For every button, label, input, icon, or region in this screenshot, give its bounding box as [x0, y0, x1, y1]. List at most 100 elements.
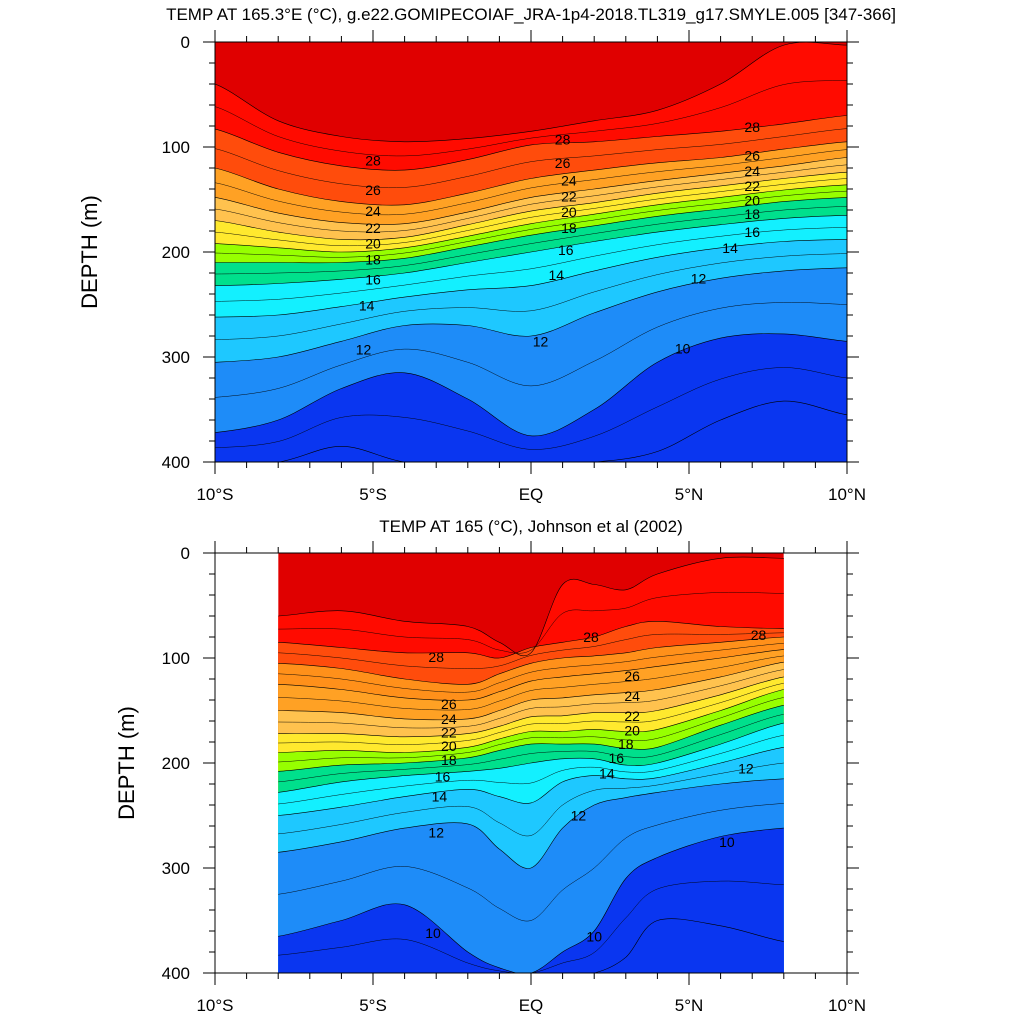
contour-label-26: 26	[441, 696, 457, 712]
contour-fill-area	[215, 42, 847, 462]
isotherm-10	[215, 333, 847, 437]
isotherm-mid-22	[215, 178, 847, 247]
y-tick-label: 200	[162, 754, 190, 773]
contour-label-14: 14	[599, 766, 615, 782]
panel-top-model-section: 2826242220181614122826242220181614122826…	[77, 5, 896, 504]
x-tick-label: 5°N	[675, 996, 704, 1015]
isotherm-mid-20	[278, 697, 784, 763]
chart-title: TEMP AT 165 (°C), Johnson et al (2002)	[379, 517, 683, 536]
y-tick-label: 100	[162, 649, 190, 668]
isotherm-16	[215, 214, 847, 286]
isotherm-mid-29	[278, 592, 784, 654]
x-tick-label: 5°S	[359, 996, 387, 1015]
isotherm-20	[215, 184, 847, 253]
y-tick-label: 0	[181, 33, 190, 52]
contour-label-22: 22	[561, 188, 577, 204]
contour-label-12: 12	[428, 824, 444, 840]
isotherm-mid-18	[215, 206, 847, 275]
contour-label-24: 24	[624, 688, 640, 704]
contour-label-20: 20	[365, 236, 381, 252]
isotherm-18	[278, 704, 784, 772]
contour-label-18: 18	[561, 220, 577, 236]
y-tick-label: 400	[162, 964, 190, 983]
isotherm-mid-22	[278, 682, 784, 745]
contour-label-22: 22	[744, 178, 760, 194]
contour-label-28: 28	[365, 153, 381, 169]
contour-label-12: 12	[356, 342, 372, 358]
contour-label-16: 16	[558, 242, 574, 258]
contour-label-14: 14	[432, 789, 448, 805]
isotherm-mid-18	[278, 713, 784, 783]
chart-title: TEMP AT 165.3°E (°C), g.e22.GOMIPECOIAF_…	[166, 5, 896, 24]
contour-label-20: 20	[624, 722, 640, 738]
x-tick-label: 5°S	[359, 485, 387, 504]
panel-bottom-observed-section: 2826242220181614121028262422201816141210…	[114, 517, 866, 1015]
y-tick-label: 0	[181, 544, 190, 563]
contour-label-16: 16	[435, 769, 451, 785]
isotherm-mid-20	[215, 190, 847, 258]
contour-label-22: 22	[365, 220, 381, 236]
contour-label-14: 14	[359, 298, 375, 314]
isotherm-mid-24	[215, 164, 847, 233]
x-tick-label: 10°S	[196, 485, 233, 504]
isotherm-20	[278, 689, 784, 753]
contour-label-28: 28	[428, 649, 444, 665]
isotherm-29	[278, 556, 784, 657]
contour-label-12: 12	[738, 760, 754, 776]
contour-label-12: 12	[691, 270, 707, 286]
x-tick-label: EQ	[519, 996, 544, 1015]
isotherm-28	[278, 620, 784, 659]
contour-label-10: 10	[719, 834, 735, 850]
contour-label-28: 28	[744, 119, 760, 135]
contour-label-24: 24	[744, 163, 760, 179]
contour-label-10: 10	[675, 341, 691, 357]
isotherm-26	[278, 649, 784, 701]
contour-label-20: 20	[744, 193, 760, 209]
isotherm-mid-10	[278, 880, 784, 973]
x-tick-label: EQ	[519, 485, 544, 504]
contour-label-26: 26	[365, 182, 381, 198]
contour-label-14: 14	[722, 240, 738, 256]
isotherm-mid-14	[215, 253, 847, 340]
contour-label-18: 18	[365, 251, 381, 267]
isotherm-12	[215, 267, 847, 363]
x-tick-label: 5°N	[675, 485, 704, 504]
isotherm-26	[215, 141, 847, 206]
x-tick-label: 10°N	[828, 485, 866, 504]
y-tick-label: 300	[162, 859, 190, 878]
contour-label-28: 28	[751, 627, 767, 643]
contour-label-24: 24	[365, 203, 381, 219]
isotherm-16	[278, 722, 784, 793]
isotherm-mid-12	[215, 302, 847, 398]
contour-label-16: 16	[365, 271, 381, 287]
x-tick-label: 10°S	[196, 996, 233, 1015]
contour-label-26: 26	[744, 147, 760, 163]
isotherm-22	[215, 171, 847, 241]
band-8	[278, 918, 784, 973]
isotherm-mid-10	[215, 367, 847, 450]
isotherm-27	[278, 636, 784, 685]
isotherm-mid-27	[278, 643, 784, 693]
x-tick-label: 10°N	[828, 996, 866, 1015]
isotherm-mid-16	[215, 227, 847, 302]
contour-label-12: 12	[571, 808, 587, 824]
isotherm-29	[215, 42, 847, 143]
y-axis-label: DEPTH (m)	[114, 706, 139, 820]
isotherm-mid-26	[278, 655, 784, 711]
contour-label-28: 28	[583, 629, 599, 645]
contour-label-20: 20	[561, 204, 577, 220]
isotherm-mid-28	[278, 632, 784, 669]
isotherm-24	[215, 157, 847, 225]
contour-label-20: 20	[441, 738, 457, 754]
contour-label-22: 22	[441, 725, 457, 741]
isotherm-mid-29	[215, 80, 847, 157]
isotherm-mid-26	[215, 149, 847, 216]
contour-label-18: 18	[744, 206, 760, 222]
isotherm-18	[215, 197, 847, 264]
contour-fill-area	[278, 553, 784, 973]
isotherm-14	[215, 239, 847, 318]
isotherm-28	[215, 115, 847, 171]
isotherm-mid-24	[278, 669, 784, 729]
y-tick-label: 200	[162, 243, 190, 262]
